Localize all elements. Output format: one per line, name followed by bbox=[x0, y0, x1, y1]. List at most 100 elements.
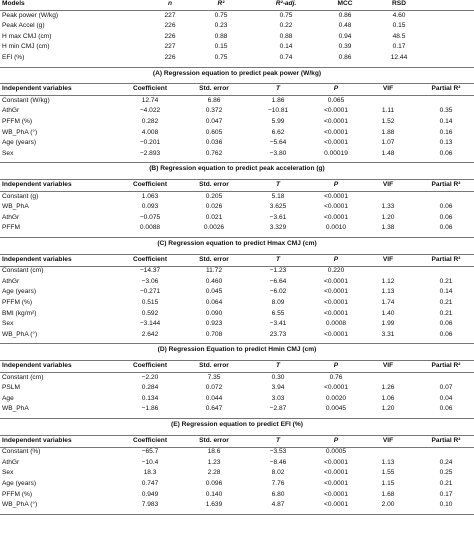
row-label: AthGr bbox=[2, 107, 20, 115]
column-header: Coefficient bbox=[132, 362, 168, 369]
section-row: AthGr −3.06 0.460 −6.64 <0.0001 1.12 0.21 bbox=[0, 277, 474, 290]
column-header: T bbox=[275, 255, 281, 263]
column-header: Std. error bbox=[199, 362, 229, 369]
table-cell: 0.047 bbox=[205, 118, 223, 125]
column-header: Coefficient bbox=[132, 85, 168, 93]
table-cell: 0.093 bbox=[141, 203, 159, 211]
table-cell: <0.0001 bbox=[323, 118, 349, 125]
column-header: R² bbox=[217, 0, 225, 7]
table-cell: 1.06 bbox=[381, 394, 395, 402]
table-cell: −1.23 bbox=[269, 267, 287, 275]
column-header: Independent variables bbox=[2, 85, 72, 93]
table-cell: 5.99 bbox=[271, 118, 285, 125]
row-label: PFFM bbox=[2, 224, 20, 232]
section-row: Age (years) −0.271 0.045 −6.02 <0.0001 1.13 0.… bbox=[0, 289, 474, 300]
table-cell: 0.923 bbox=[205, 320, 223, 328]
models-bottom-rule bbox=[0, 66, 474, 68]
section-title: (D) Regression Equation to predict Hmin … bbox=[157, 346, 317, 354]
section-row: Constant (W/kg) 12.74 6.86 1.86 0.065 bbox=[0, 96, 474, 109]
table-cell: 1.13 bbox=[381, 288, 395, 296]
table-cell: 0.86 bbox=[338, 11, 352, 19]
table-cell: 1.063 bbox=[141, 192, 159, 200]
table-cell: <0.0001 bbox=[323, 469, 349, 477]
column-header: Partial R² bbox=[431, 255, 461, 263]
row-label: PFFM (%) bbox=[2, 299, 33, 306]
table-cell: 12.74 bbox=[141, 96, 159, 104]
table-cell: 0.88 bbox=[279, 32, 293, 40]
table-cell: 0.06 bbox=[439, 330, 453, 338]
table-cell: 0.10 bbox=[439, 501, 453, 509]
column-header: Coefficient bbox=[132, 255, 168, 263]
table-cell: −10.4 bbox=[141, 458, 159, 466]
table-cell: −3.53 bbox=[269, 448, 287, 456]
table-cell: 0.86 bbox=[338, 54, 352, 61]
row-label: WB_PhA (°) bbox=[2, 330, 38, 338]
column-header: RSD bbox=[392, 0, 406, 7]
table-cell: 0.23 bbox=[214, 22, 228, 30]
table-cell: 0.74 bbox=[279, 54, 293, 61]
table-cell: 1.74 bbox=[381, 299, 395, 306]
table-cell: <0.0001 bbox=[323, 277, 349, 285]
table-cell: 3.94 bbox=[271, 384, 285, 392]
table-cell: −3.61 bbox=[269, 213, 287, 221]
table-cell: 7.35 bbox=[207, 373, 221, 381]
table-cell: <0.0001 bbox=[323, 128, 349, 136]
table-cell: 0.25 bbox=[439, 469, 453, 477]
row-label: AthGr bbox=[2, 458, 20, 466]
table-cell: 0.647 bbox=[205, 405, 223, 413]
row-label: Sex bbox=[2, 469, 14, 477]
table-cell: 12.44 bbox=[390, 54, 408, 61]
table-cell: 11.72 bbox=[205, 267, 222, 275]
table-cell: 4.87 bbox=[271, 501, 285, 509]
column-header: VIF bbox=[382, 362, 394, 369]
row-label: Constant (g) bbox=[2, 192, 39, 200]
column-header: Independent variables bbox=[2, 181, 72, 188]
column-header: T bbox=[275, 181, 281, 188]
section-row: Age (years) 0.747 0.096 7.76 <0.0001 1.15 0.21 bbox=[0, 480, 474, 492]
table-cell: 0.21 bbox=[439, 309, 453, 317]
table-cell: 1.33 bbox=[381, 203, 395, 211]
table-cell: 1.38 bbox=[381, 224, 395, 232]
column-header: Partial R² bbox=[431, 436, 461, 444]
table-cell: <0.0001 bbox=[323, 213, 349, 221]
table-cell: 0.026 bbox=[205, 203, 223, 211]
table-cell: 0.021 bbox=[205, 213, 223, 221]
table-cell: 0.0026 bbox=[203, 224, 225, 232]
table-cell: 4.008 bbox=[141, 128, 159, 136]
table-cell: 0.75 bbox=[279, 11, 293, 19]
table-cell: 0.30 bbox=[271, 373, 285, 381]
column-header: T bbox=[275, 436, 281, 444]
column-header: VIF bbox=[382, 436, 394, 444]
column-header: Partial R² bbox=[431, 362, 461, 369]
section-row: AthGr −10.4 1.23 −8.46 <0.0001 1.13 0.24 bbox=[0, 458, 474, 471]
table-cell: 0.39 bbox=[338, 43, 352, 51]
table-cell: −2.87 bbox=[269, 405, 287, 413]
section-header-rule bbox=[0, 372, 474, 374]
table-cell: 226 bbox=[164, 54, 176, 61]
table-cell: 0.0005 bbox=[325, 448, 347, 456]
table-cell: 0.06 bbox=[439, 213, 453, 221]
table-cell: 0.220 bbox=[327, 267, 345, 275]
column-header: P bbox=[333, 362, 339, 369]
table-cell: −3.06 bbox=[141, 277, 159, 285]
row-label: H max CMJ (cm) bbox=[2, 32, 52, 40]
section-bottom-rule bbox=[0, 418, 474, 419]
section-row: WB_PhA (°) 7.983 1.639 4.87 <0.0001 2.00 0.10 bbox=[0, 502, 474, 513]
table-cell: 0.205 bbox=[205, 192, 223, 200]
section-row: PFFM 0.0088 0.0026 3.329 0.0010 1.38 0.06 bbox=[0, 225, 474, 236]
table-cell: 0.88 bbox=[214, 32, 228, 40]
table-cell: 3.03 bbox=[271, 394, 285, 402]
table-cell: 6.55 bbox=[271, 309, 285, 317]
row-label: PFFM (%) bbox=[2, 490, 33, 498]
section-title: (C) Regression equation to predict Hmax … bbox=[157, 240, 317, 247]
column-header: Independent variables bbox=[2, 362, 72, 369]
table-cell: 0.15 bbox=[392, 22, 406, 30]
table-cell: 0.16 bbox=[439, 128, 453, 136]
section-header-rule bbox=[0, 446, 474, 448]
section-row: AthGr −4.022 0.372 −10.81 <0.0001 1.11 0.35 bbox=[0, 108, 474, 119]
section-bottom-rule bbox=[0, 343, 474, 345]
row-label: H min CMJ (cm) bbox=[2, 43, 50, 51]
table-cell: 0.0088 bbox=[139, 224, 161, 232]
column-header: P bbox=[333, 181, 339, 188]
table-cell: <0.0001 bbox=[323, 107, 349, 115]
